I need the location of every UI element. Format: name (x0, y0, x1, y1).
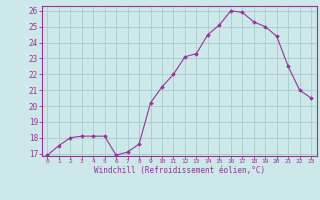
X-axis label: Windchill (Refroidissement éolien,°C): Windchill (Refroidissement éolien,°C) (94, 166, 265, 175)
